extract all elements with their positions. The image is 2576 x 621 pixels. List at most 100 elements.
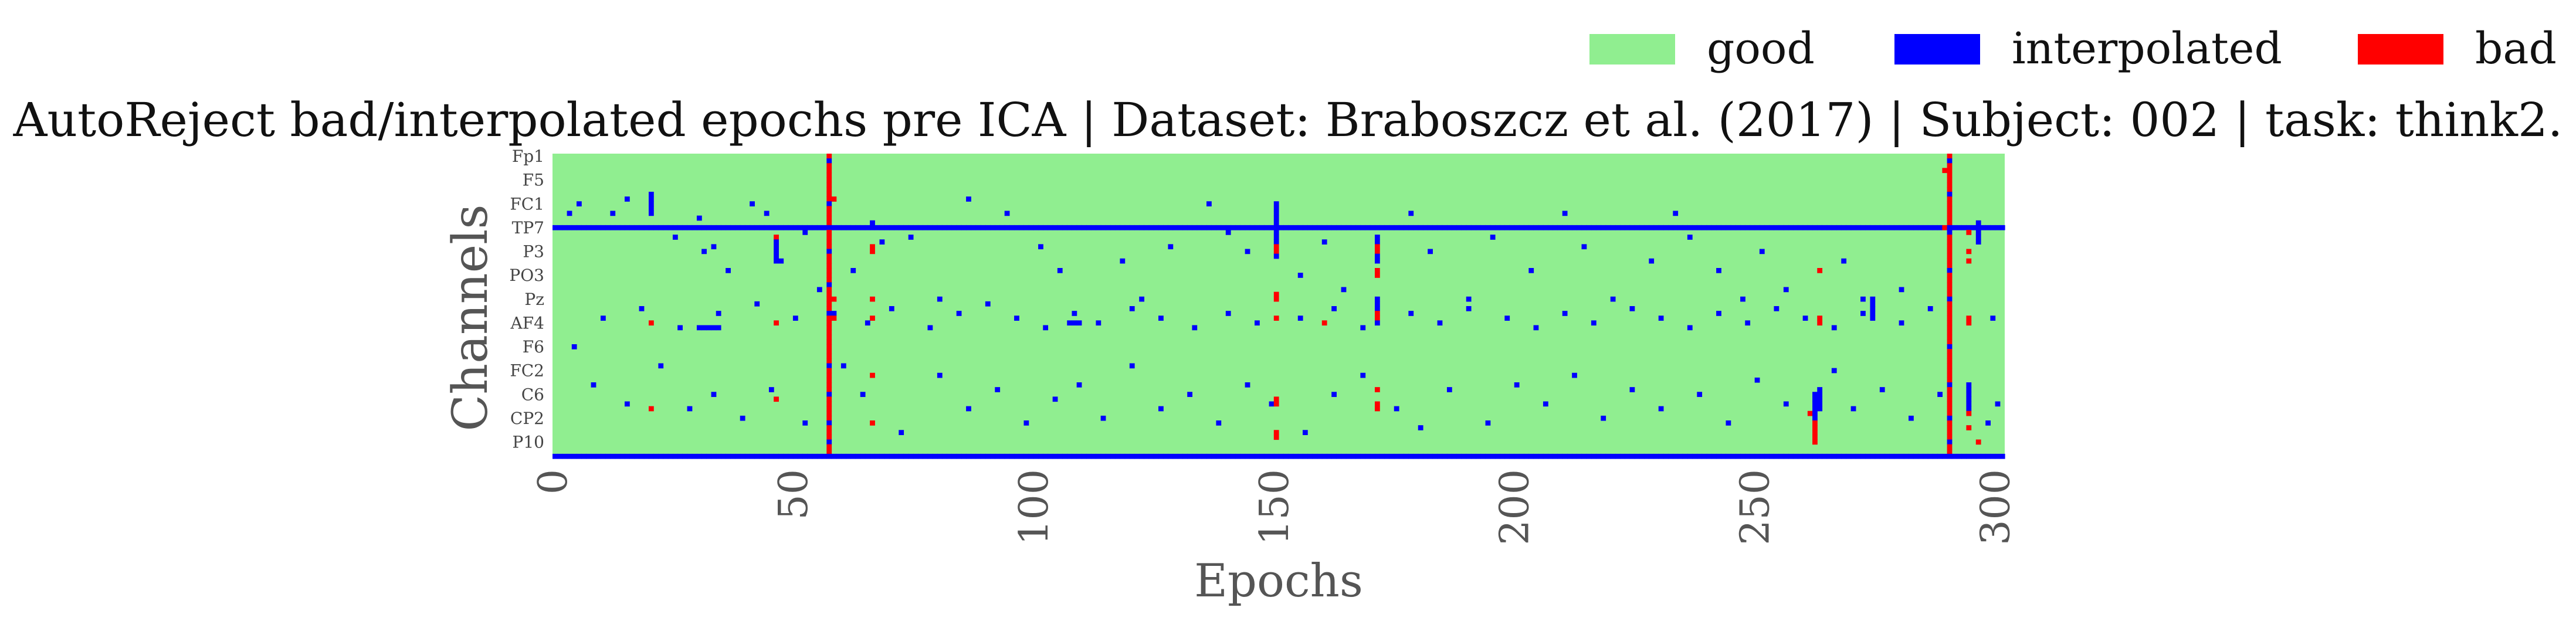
heatmap-cell-interpolated xyxy=(1793,225,1799,230)
heatmap-cell-interpolated xyxy=(802,420,808,426)
heatmap-cell-bad xyxy=(1947,311,1953,316)
heatmap-cell-interpolated xyxy=(682,225,688,230)
heatmap-cell-interpolated xyxy=(1947,439,1953,445)
heatmap-cell-interpolated xyxy=(1966,401,1972,407)
heatmap-cell-interpolated xyxy=(1947,382,1953,388)
heatmap-cell-interpolated xyxy=(1682,225,1688,230)
heatmap-cell-interpolated xyxy=(1870,225,1876,230)
heatmap-cell-interpolated xyxy=(1918,225,1924,230)
heatmap-cell-interpolated xyxy=(1076,453,1082,459)
heatmap-cell-interpolated xyxy=(586,225,592,230)
heatmap-cell-interpolated xyxy=(1716,311,1721,316)
y-tick-label: P10 xyxy=(513,433,544,452)
heatmap-cell-interpolated xyxy=(1273,235,1279,240)
heatmap-cell-interpolated xyxy=(740,225,745,230)
heatmap-cell-interpolated xyxy=(894,225,899,230)
heatmap-cell-bad xyxy=(1947,401,1953,407)
heatmap-cell-interpolated xyxy=(788,453,794,459)
heatmap-cell-bad xyxy=(1947,339,1953,345)
heatmap-cell-bad xyxy=(826,273,832,278)
heatmap-cell-interpolated xyxy=(1975,235,1981,240)
heatmap-cell-interpolated xyxy=(908,225,914,230)
heatmap-cell-interpolated xyxy=(1687,225,1693,230)
heatmap-cell-interpolated xyxy=(1014,225,1019,230)
heatmap-cell-interpolated xyxy=(1831,368,1837,374)
heatmap-cell-interpolated xyxy=(1644,225,1649,230)
heatmap-cell-interpolated xyxy=(1812,410,1818,416)
heatmap-cell-interpolated xyxy=(1783,453,1789,459)
heatmap-cell-interpolated xyxy=(1909,415,1914,421)
heatmap-cell-interpolated xyxy=(1312,225,1318,230)
heatmap-cell-interpolated xyxy=(624,401,630,407)
heatmap-cell-interpolated xyxy=(908,235,914,240)
heatmap-cell-bad xyxy=(826,425,832,430)
heatmap-cell-bad xyxy=(826,177,832,183)
heatmap-cell-bad xyxy=(1947,449,1953,454)
heatmap-cell-interpolated xyxy=(716,311,721,316)
heatmap-cell-interpolated xyxy=(605,453,611,459)
heatmap-cell-interpolated xyxy=(667,225,673,230)
heatmap-cell-interpolated xyxy=(1062,453,1067,459)
heatmap-cell-interpolated xyxy=(1273,220,1279,226)
heatmap-cell-interpolated xyxy=(831,311,837,316)
heatmap-background xyxy=(553,154,2005,459)
heatmap-cell-interpolated xyxy=(1697,392,1703,397)
heatmap-cell-interpolated xyxy=(571,344,577,349)
heatmap-cell-interpolated xyxy=(932,225,938,230)
heatmap-cell-interpolated xyxy=(744,225,750,230)
heatmap-cell-bad xyxy=(1947,235,1953,240)
heatmap-cell-interpolated xyxy=(1745,320,1751,326)
heatmap-cell-interpolated xyxy=(816,453,822,459)
heatmap-cell-interpolated xyxy=(716,325,721,331)
heatmap-cell-interpolated xyxy=(1004,225,1010,230)
legend-label-interpolated: interpolated xyxy=(2012,23,2282,74)
heatmap-cell-interpolated xyxy=(1326,225,1332,230)
heatmap-cell-interpolated xyxy=(1072,311,1077,316)
heatmap-cell-interpolated xyxy=(1389,453,1395,459)
heatmap-cell-interpolated xyxy=(1807,453,1813,459)
heatmap-cell-interpolated xyxy=(1307,453,1313,459)
heatmap-cell-interpolated xyxy=(1947,230,1953,235)
heatmap-cell-interpolated xyxy=(1884,453,1890,459)
heatmap-cell-bad xyxy=(1947,168,1953,174)
heatmap-cell-interpolated xyxy=(1509,225,1515,230)
heatmap-cell-interpolated xyxy=(1514,382,1520,388)
heatmap-cell-interpolated xyxy=(663,225,669,230)
heatmap-cell-interpolated xyxy=(1798,453,1804,459)
heatmap-cell-bad xyxy=(826,268,832,273)
heatmap-cell-interpolated xyxy=(1341,287,1347,293)
heatmap-cell-interpolated xyxy=(1519,453,1524,459)
heatmap-cell-interpolated xyxy=(1466,225,1472,230)
heatmap-cell-bad xyxy=(826,211,832,216)
heatmap-cell-interpolated xyxy=(764,225,770,230)
heatmap-cell-interpolated xyxy=(1345,453,1351,459)
heatmap-cell-bad xyxy=(826,263,832,269)
heatmap-cell-interpolated xyxy=(1264,453,1270,459)
heatmap-cell-interpolated xyxy=(826,363,832,369)
heatmap-cell-interpolated xyxy=(581,225,587,230)
heatmap-cell-interpolated xyxy=(1288,225,1294,230)
y-tick-label: F6 xyxy=(523,337,544,357)
heatmap-cell-interpolated xyxy=(1028,453,1034,459)
heatmap-cell-interpolated xyxy=(1345,225,1351,230)
heatmap-cell-bad xyxy=(1947,201,1953,206)
heatmap-cell-interpolated xyxy=(1273,230,1279,235)
heatmap-cell-interpolated xyxy=(1764,453,1770,459)
heatmap-cell-interpolated xyxy=(865,225,870,230)
heatmap-cell-interpolated xyxy=(1514,225,1520,230)
x-tick-labels: 0 50 100 150 200 250 300 xyxy=(530,469,2019,545)
heatmap-cell-bad xyxy=(1374,273,1380,278)
heatmap-cell-interpolated xyxy=(1182,453,1188,459)
heatmap-cell-interpolated xyxy=(1023,420,1029,426)
heatmap-cell-interpolated xyxy=(1961,453,1967,459)
heatmap-cell-interpolated xyxy=(778,225,784,230)
heatmap-cell-interpolated xyxy=(1923,453,1928,459)
heatmap-cell-interpolated xyxy=(1591,453,1597,459)
heatmap-cell-interpolated xyxy=(1528,268,1534,273)
heatmap-cell-interpolated xyxy=(855,225,861,230)
heatmap-cell-interpolated xyxy=(1649,225,1655,230)
heatmap-cell-interpolated xyxy=(1360,453,1366,459)
heatmap-cell-interpolated xyxy=(1187,225,1193,230)
heatmap-cell-interpolated xyxy=(1990,315,1996,321)
heatmap-cell-interpolated xyxy=(1172,453,1178,459)
